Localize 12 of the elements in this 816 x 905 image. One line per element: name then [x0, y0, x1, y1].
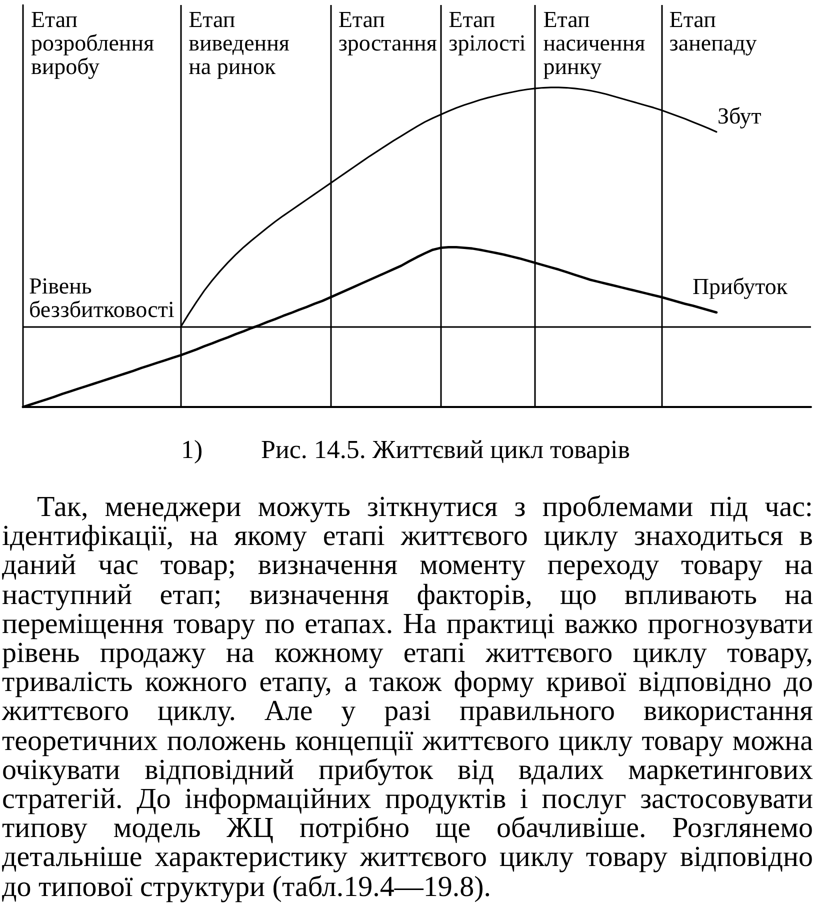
series-label: Прибуток [692, 274, 788, 299]
series-label: Збут [717, 103, 762, 128]
text: Так, менеджери можуть зіткнутися з проблемами під час: ідентифікації, на якому етапі життєвого циклу знаходиться в даний час товар; визначення моменту переходу товару на наступний етап; визначення факторів, що впливають на переміщення товару по етапах. На практиці важко прогнозувати рівень продажу на кожному етапі життєвого циклу товару, тривалість кожного етапу, а також форму кривої відповідно до життєвого циклу. Але у разі правильного використання теоретичних положень концепції життєвого циклу товару можна очікувати відповідний прибуток від вдалих маркетингових стратегій. До інформаційних продуктів і послуг застосовувати типову модель ЖЦ потрібно ще обачливіше. Розглянемо детальніше характеристику життєвого циклу товару відповідно до типової структури (табл.19.4—19.8). [2, 491, 813, 903]
text: Етап виведення на ринок [188, 7, 290, 79]
text: Етап занепаду [669, 7, 758, 56]
text: Етап зростання [338, 7, 438, 56]
text: Етап насичення ринку [543, 7, 646, 79]
text: Рис. 14.5. Життєвий цикл товарів [261, 434, 630, 466]
text: 1) [181, 434, 203, 466]
text: Етап зрілості [448, 7, 526, 56]
text: Етап розроблення виробу [31, 7, 155, 79]
ref-line-label: Рівень беззбитковості [29, 274, 174, 322]
